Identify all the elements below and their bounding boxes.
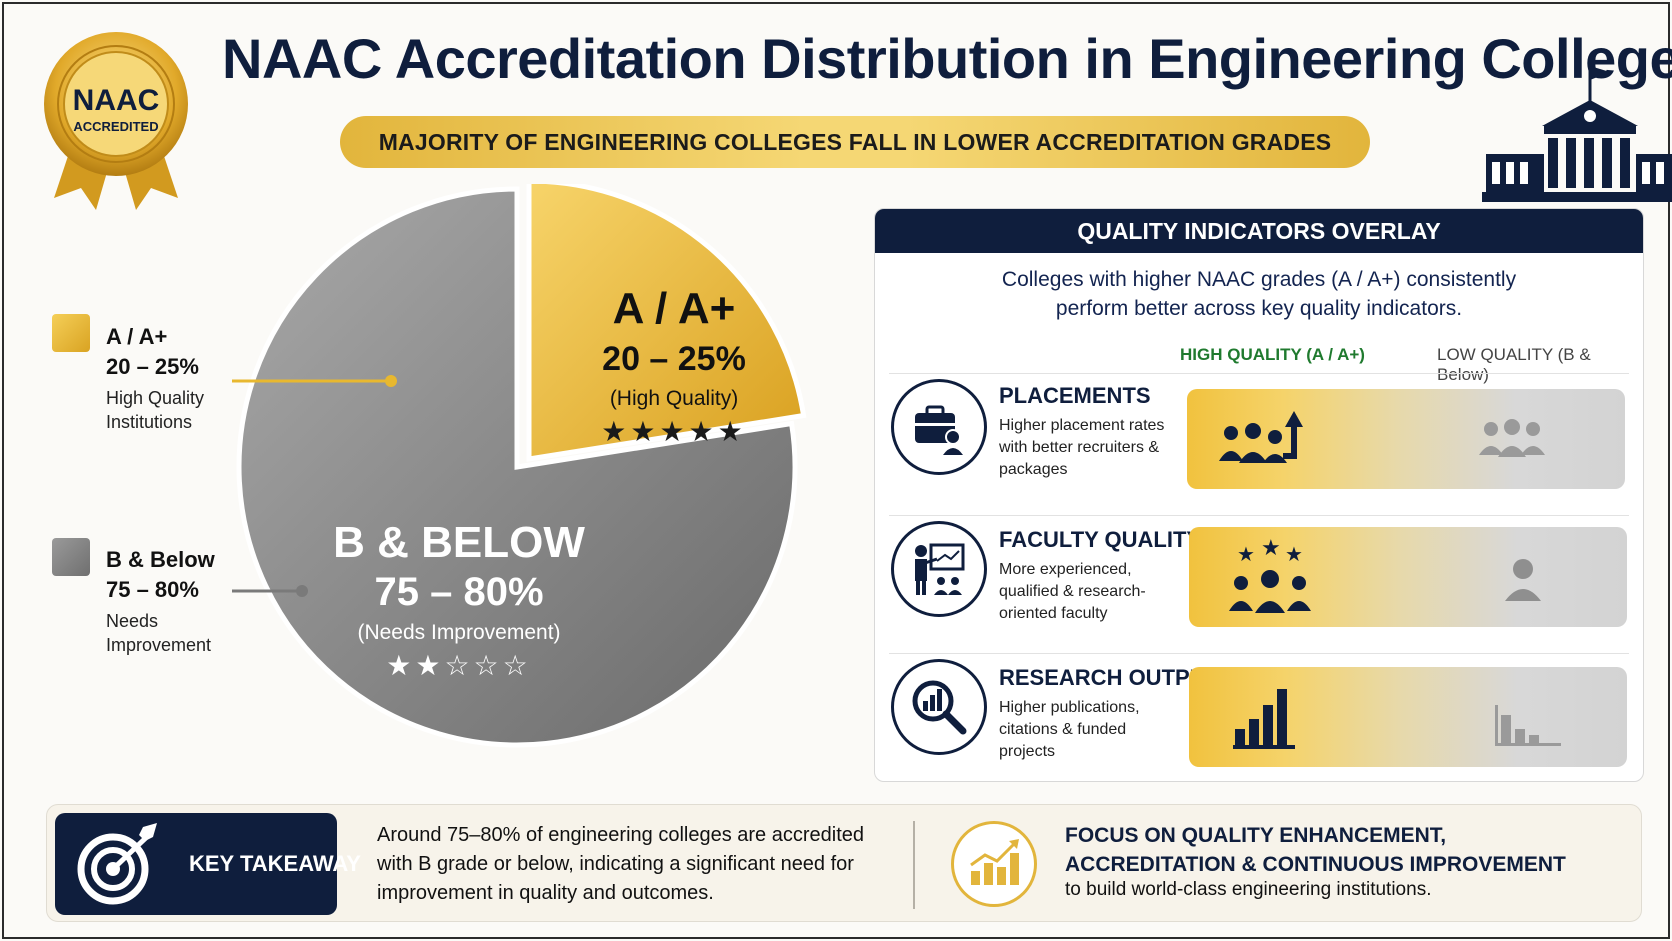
rating-stars-b: ★★☆☆☆ (386, 650, 532, 681)
legend-range: 75 – 80% (106, 577, 199, 602)
panel-title: QUALITY INDICATORS OVERLAY (875, 209, 1643, 253)
quality-indicators-panel: QUALITY INDICATORS OVERLAY Colleges with… (874, 208, 1644, 782)
pie-label-range: 75 – 80% (374, 570, 544, 614)
panel-intro: Colleges with higher NAAC grades (A / A+… (875, 265, 1643, 323)
research-icon (891, 659, 987, 755)
focus-title-line1: FOCUS ON QUALITY ENHANCEMENT, (1065, 824, 1447, 847)
svg-text:★: ★ (1237, 542, 1255, 566)
row-desc: More experienced, qualified & research-o… (999, 561, 1146, 622)
pie-label-range: 20 – 25% (602, 340, 746, 378)
svg-text:★: ★ (1285, 542, 1303, 566)
legend-range: 20 – 25% (106, 354, 199, 379)
column-header-low: LOW QUALITY (B & Below) (1437, 345, 1591, 384)
low-bars-icon (1495, 705, 1561, 746)
page-title: NAAC Accreditation Distribution in Engin… (222, 27, 1672, 90)
pie-slice-a (526, 184, 807, 462)
faculty-team-icon: ★ ★ ★ (1229, 539, 1311, 613)
row-title: RESEARCH OUTPUT (999, 665, 1220, 690)
panel-intro-line2: perform better across key quality indica… (1055, 297, 1463, 320)
row-desc: Higher publications, citations & funded … (999, 699, 1140, 760)
single-person-icon (1505, 559, 1541, 601)
pie-chart (232, 184, 807, 748)
target-icon (77, 823, 157, 905)
svg-text:★: ★ (1261, 539, 1281, 561)
placement-growth-icon (1219, 411, 1303, 463)
legend-item-a (52, 314, 90, 352)
row-text: PLACEMENTS Higher placement rates with b… (999, 383, 1174, 481)
legend-text-b: B & Below 75 – 80% Needs Improvement (106, 547, 246, 657)
pie-label-a: A / A+ 20 – 25% (High Quality) ★★★★★ (574, 284, 774, 448)
legend-desc: High Quality Institutions (106, 388, 205, 432)
row-title: PLACEMENTS (999, 383, 1151, 408)
legend-text-a: A / A+ 20 – 25% High Quality Institution… (106, 324, 246, 434)
panel-intro-line1: Colleges with higher NAAC grades (A / A+… (1001, 268, 1517, 291)
row-title: FACULTY QUALITY (999, 527, 1202, 552)
subtitle-banner: MAJORITY OF ENGINEERING COLLEGES FALL IN… (340, 116, 1370, 168)
key-takeaway-text: Around 75–80% of engineering colleges ar… (377, 824, 865, 904)
focus-title-line2: ACCREDITATION & CONTINUOUS IMPROVEMENT (1065, 853, 1566, 876)
divider (889, 373, 1629, 374)
key-takeaway-label: KEY TAKEAWAY (189, 851, 361, 876)
growth-chart-icon (951, 821, 1037, 907)
key-takeaway-section: KEY TAKEAWAY Around 75–80% of engineerin… (46, 804, 1642, 922)
briefcase-icon (891, 379, 987, 475)
row-text: FACULTY QUALITY More experienced, qualif… (999, 527, 1201, 625)
legend-desc: Needs Improvement (106, 611, 212, 655)
rising-bars-icon (1233, 689, 1295, 749)
comparison-bar: ★ ★ ★ (1189, 527, 1627, 627)
vertical-separator (913, 821, 915, 909)
rating-stars-a: ★★★★★ (601, 416, 747, 447)
badge-bottom-text: ACCREDITED (73, 119, 158, 134)
legend-swatch-gold (52, 314, 90, 352)
pie-label-name: B & BELOW (333, 518, 585, 567)
naac-accredited-badge: NAAC ACCREDITED (44, 32, 188, 210)
pie-label-name: A / A+ (612, 284, 736, 333)
legend-name: B & Below (106, 547, 215, 572)
pie-label-desc: (Needs Improvement) (357, 621, 561, 644)
key-takeaway-box: KEY TAKEAWAY (55, 813, 361, 915)
comparison-bar (1189, 667, 1627, 767)
legend-swatch-gray (52, 538, 90, 576)
people-group-icon (1479, 419, 1545, 457)
legend-item-b (52, 538, 90, 576)
teacher-icon (891, 521, 987, 617)
comparison-bar (1187, 389, 1625, 489)
college-building-icon (1482, 66, 1672, 202)
legend-leader-dot-a (385, 375, 397, 387)
legend-name: A / A+ (106, 324, 168, 349)
pie-slice-b (236, 186, 798, 748)
column-header-high: HIGH QUALITY (A / A+) (1180, 345, 1365, 364)
pie-label-desc: (High Quality) (609, 387, 739, 410)
divider (889, 515, 1629, 516)
divider (889, 653, 1629, 654)
legend-leader-dot-b (296, 585, 308, 597)
row-desc: Higher placement rates with better recru… (999, 417, 1165, 478)
focus-subtitle: to build world-class engineering institu… (1065, 879, 1432, 900)
badge-top-text: NAAC (73, 84, 160, 117)
focus-title: FOCUS ON QUALITY ENHANCEMENT, ACCREDITAT… (1065, 821, 1625, 879)
row-text: RESEARCH OUTPUT Higher publications, cit… (999, 665, 1219, 763)
pie-label-b: B & BELOW 75 – 80% (Needs Improvement) ★… (319, 518, 599, 682)
